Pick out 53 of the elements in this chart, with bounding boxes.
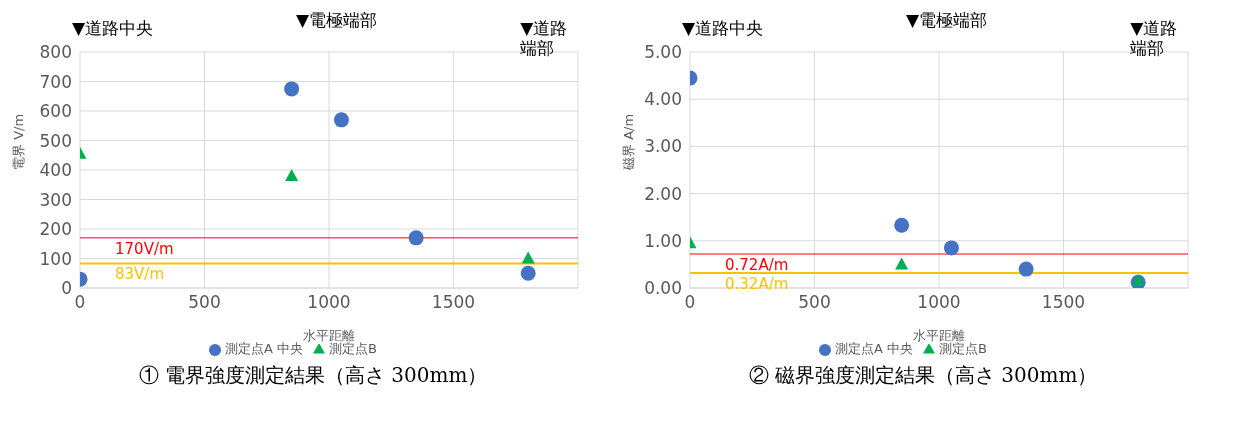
point [333, 112, 349, 128]
ref-line-label: 0.32A/m [725, 274, 789, 293]
annotation: ▼道路端部 [1130, 18, 1179, 59]
point [284, 81, 300, 97]
x-tick-label: 1500 [431, 292, 476, 313]
y-tick-label: 100 [39, 248, 72, 269]
point [894, 217, 910, 233]
ref-line-label: 0.72A/m [725, 255, 789, 274]
y-tick-label: 2.00 [644, 183, 682, 204]
y-tick-label: 500 [39, 130, 72, 151]
legend-label: 測定点A 中央 [835, 341, 914, 356]
point [943, 240, 959, 256]
point [521, 251, 535, 264]
y-tick-label: 200 [39, 219, 72, 240]
text: ▼電極端部 [906, 10, 988, 31]
ref-line-label: 170V/m [115, 239, 174, 258]
y-tick-label: 600 [39, 101, 72, 122]
x-tick-label: 1000 [307, 292, 351, 313]
y-tick-label: 800 [39, 42, 72, 63]
y-tick-label: 1.00 [644, 230, 682, 251]
y-tick-label: 4.00 [644, 89, 682, 110]
point [520, 265, 536, 281]
y-tick-label: 3.00 [644, 136, 682, 157]
x-tick-label: 1500 [1041, 292, 1086, 313]
ref-line-label: 83V/m [115, 265, 165, 284]
y-tick-label: 0.00 [644, 278, 682, 299]
legend-label: 測定点B [329, 341, 377, 356]
text: ▼道路中央 [682, 18, 764, 39]
x-tick-label: 500 [798, 292, 831, 313]
point [408, 230, 424, 246]
annotation: ▼道路端部 [520, 18, 569, 59]
point [895, 257, 909, 270]
x-axis-title: 水平距離 [303, 328, 355, 343]
point [285, 168, 299, 181]
point [1018, 261, 1034, 277]
y-tick-label: 5.00 [644, 42, 682, 63]
y-axis-title: 磁界 A/m [620, 113, 636, 171]
x-tick-label: 500 [188, 292, 221, 313]
y-tick-label: 700 [39, 71, 72, 92]
text: ▼電極端部 [296, 10, 378, 31]
y-tick-label: 0 [61, 278, 72, 299]
x-tick-label: 0 [684, 292, 696, 313]
text: ▼道路中央 [72, 18, 154, 39]
y-tick-label: 400 [39, 160, 72, 181]
legend-label: 測定点A 中央 [225, 341, 304, 356]
text: ① 電界強度測定結果（高さ 300mm） [137, 362, 489, 389]
x-axis-title: 水平距離 [913, 328, 965, 343]
y-tick-label: 300 [39, 189, 72, 210]
x-tick-label: 1000 [917, 292, 961, 313]
text: ② 磁界強度測定結果（高さ 300mm） [747, 362, 1099, 389]
y-axis-title: 電界 V/m [10, 113, 26, 170]
legend-label: 測定点B [939, 341, 987, 356]
x-tick-label: 0 [74, 292, 86, 313]
